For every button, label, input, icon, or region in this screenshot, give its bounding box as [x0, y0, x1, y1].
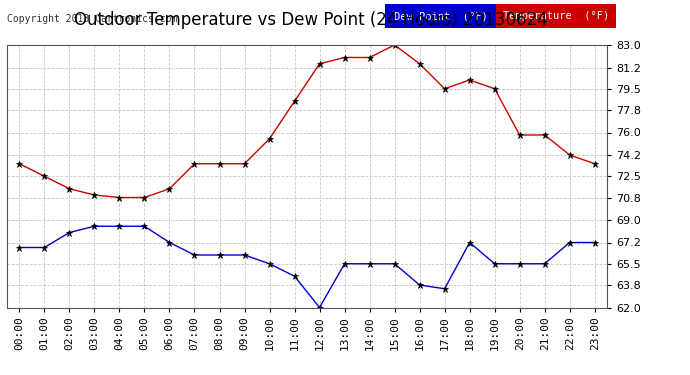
Text: Dew Point  (°F): Dew Point (°F) — [394, 11, 488, 21]
FancyBboxPatch shape — [496, 4, 616, 28]
FancyBboxPatch shape — [385, 4, 496, 28]
Text: Copyright 2013 Cartronics.com: Copyright 2013 Cartronics.com — [7, 13, 177, 24]
Text: Temperature  (°F): Temperature (°F) — [503, 11, 609, 21]
Text: Outdoor Temperature vs Dew Point (24 Hours) 20130624: Outdoor Temperature vs Dew Point (24 Hou… — [74, 11, 547, 29]
